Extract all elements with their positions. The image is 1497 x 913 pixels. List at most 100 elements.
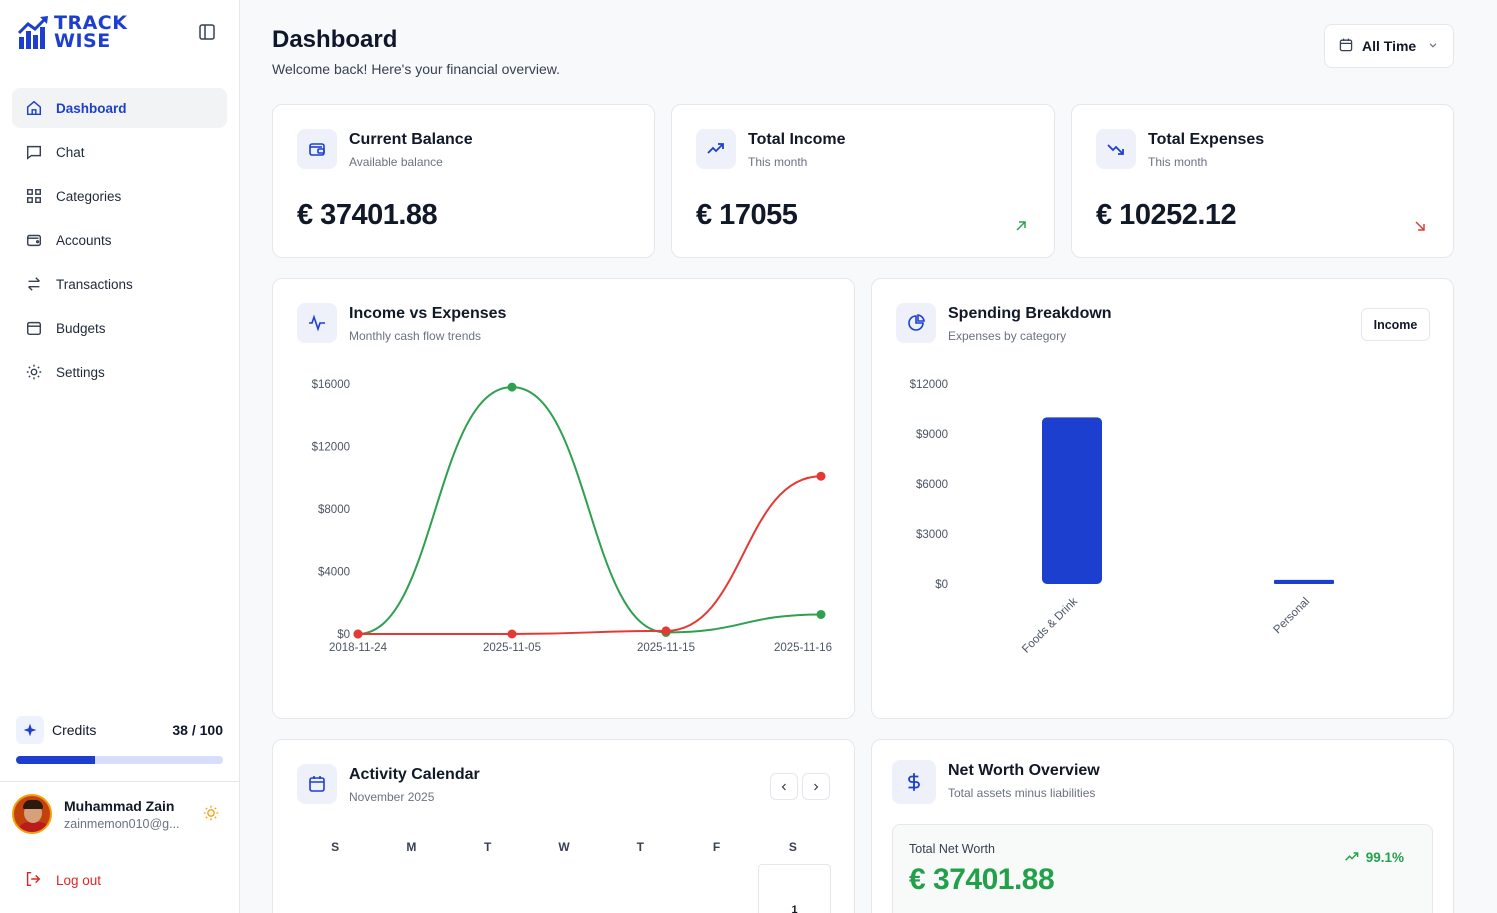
net-worth-label: Total Net Worth bbox=[909, 842, 995, 856]
income-card: Total Income This month € 17055 bbox=[671, 104, 1055, 258]
app-logo[interactable]: TRACK WISE bbox=[18, 12, 128, 52]
user-profile[interactable]: Muhammad Zain zainmemon010@g... bbox=[12, 794, 222, 834]
expense-point bbox=[661, 626, 671, 636]
calendar-title: Activity Calendar bbox=[349, 766, 480, 783]
income-subtitle: This month bbox=[748, 155, 808, 169]
income-chart-title: Income vs Expenses bbox=[349, 305, 507, 322]
home-icon bbox=[24, 98, 44, 118]
weekday-label: T bbox=[636, 840, 644, 854]
y-tick-label: $6000 bbox=[916, 479, 948, 491]
sidebar-item-accounts[interactable]: Accounts bbox=[12, 220, 227, 260]
credits-label: Credits bbox=[52, 722, 97, 738]
category-label: Foods & Drink bbox=[1020, 595, 1080, 655]
date-range-label: All Time bbox=[1362, 38, 1417, 54]
x-tick-label: 2025-11-16 bbox=[774, 642, 832, 654]
chevron-right-icon bbox=[814, 783, 819, 790]
income-value: € 17055 bbox=[696, 199, 798, 231]
sidebar-item-dashboard[interactable]: Dashboard bbox=[12, 88, 227, 128]
page-title: Dashboard bbox=[272, 26, 398, 53]
weekday-label: M bbox=[406, 840, 417, 854]
chart-logo-icon bbox=[18, 16, 48, 49]
net-worth-summary: Total Net Worth € 37401.88 99.1% bbox=[892, 824, 1433, 913]
page-subtitle: Welcome back! Here's your financial over… bbox=[272, 61, 560, 77]
sidebar-item-label: Accounts bbox=[56, 232, 112, 248]
trending-up-icon bbox=[696, 129, 736, 169]
calendar-day-cell[interactable]: 1 bbox=[758, 864, 831, 913]
y-tick-label: $4000 bbox=[318, 567, 350, 579]
credits-progress-fill bbox=[16, 756, 95, 764]
y-tick-label: $3000 bbox=[916, 529, 948, 541]
category-bar bbox=[1042, 417, 1102, 584]
sidebar-toggle-icon[interactable] bbox=[197, 22, 217, 42]
balance-title: Current Balance bbox=[349, 131, 473, 148]
activity-icon bbox=[297, 303, 337, 343]
balance-value: € 37401.88 bbox=[297, 199, 438, 231]
category-bar bbox=[1274, 579, 1334, 584]
user-email: zainmemon010@g... bbox=[64, 816, 180, 831]
trending-up-icon bbox=[1344, 852, 1359, 861]
logo-text-line2: WISE bbox=[54, 30, 111, 52]
x-tick-label: 2018-11-24 bbox=[329, 642, 388, 654]
expense-point bbox=[816, 471, 826, 481]
balance-card: Current Balance Available balance € 3740… bbox=[272, 104, 655, 258]
user-name: Muhammad Zain bbox=[64, 797, 175, 814]
logout-button[interactable]: Log out bbox=[24, 870, 101, 891]
weekday-label: S bbox=[788, 840, 797, 854]
expense-line bbox=[358, 475, 822, 635]
sidebar-item-label: Settings bbox=[56, 364, 105, 380]
credits-count: 38 / 100 bbox=[172, 722, 223, 738]
spending-breakdown-card: Spending Breakdown Expenses by category … bbox=[871, 278, 1454, 719]
expenses-title: Total Expenses bbox=[1148, 131, 1265, 148]
spending-subtitle: Expenses by category bbox=[948, 329, 1067, 343]
weekday-label: T bbox=[484, 840, 492, 854]
activity-calendar-card: Activity Calendar November 2025 S M T W … bbox=[272, 739, 855, 913]
income-chart-subtitle: Monthly cash flow trends bbox=[349, 329, 482, 343]
grid-icon bbox=[24, 186, 44, 206]
spending-bar-chart: $0 $3000 $6000 $9000 $12000 Foods & Drink Pers… bbox=[910, 379, 1334, 656]
net-worth-change: 99.1% bbox=[1344, 849, 1404, 865]
sun-icon[interactable] bbox=[202, 804, 220, 822]
next-month-button[interactable] bbox=[802, 773, 830, 800]
expenses-subtitle: This month bbox=[1148, 155, 1208, 169]
spending-title: Spending Breakdown bbox=[948, 305, 1112, 322]
expense-point bbox=[353, 629, 363, 639]
weekday-label: W bbox=[558, 840, 570, 854]
sidebar-item-label: Transactions bbox=[56, 276, 133, 292]
income-point bbox=[816, 609, 826, 619]
logo-text-line1: TRACK bbox=[54, 12, 128, 34]
sidebar-item-transactions[interactable]: Transactions bbox=[12, 264, 227, 304]
sidebar-item-categories[interactable]: Categories bbox=[12, 176, 227, 216]
x-tick-label: 2025-11-05 bbox=[483, 642, 541, 654]
prev-month-button[interactable] bbox=[770, 773, 798, 800]
y-tick-label: $0 bbox=[337, 629, 350, 641]
logout-label: Log out bbox=[56, 873, 102, 888]
income-line bbox=[357, 386, 822, 635]
calendar-weekdays: S M T W T F S bbox=[297, 840, 831, 854]
chevron-left-icon bbox=[781, 783, 786, 790]
date-range-select[interactable]: All Time bbox=[1324, 24, 1454, 68]
avatar bbox=[12, 794, 52, 834]
sidebar-item-label: Dashboard bbox=[56, 100, 127, 116]
sidebar-nav: Dashboard Chat Categories Accounts Trans… bbox=[12, 88, 227, 396]
sidebar-item-settings[interactable]: Settings bbox=[12, 352, 227, 392]
arrow-up-right-icon bbox=[1016, 221, 1026, 231]
calendar-icon bbox=[1338, 37, 1354, 56]
y-tick-label: $16000 bbox=[312, 379, 350, 391]
sidebar-item-chat[interactable]: Chat bbox=[12, 132, 227, 172]
net-worth-change-value: 99.1% bbox=[1365, 849, 1404, 865]
sparkle-icon bbox=[16, 716, 44, 744]
net-worth-title: Net Worth Overview bbox=[948, 762, 1100, 779]
credits-progress-bar bbox=[16, 756, 223, 764]
expenses-value: € 10252.12 bbox=[1096, 199, 1237, 231]
y-tick-label: $12000 bbox=[910, 379, 948, 391]
chevron-down-icon bbox=[1427, 38, 1439, 54]
calendar-icon bbox=[297, 764, 337, 804]
net-worth-subtitle: Total assets minus liabilities bbox=[948, 786, 1096, 800]
logout-icon bbox=[24, 870, 42, 891]
sidebar-item-budgets[interactable]: Budgets bbox=[12, 308, 227, 348]
sidebar-item-label: Chat bbox=[56, 144, 85, 160]
income-toggle-button[interactable]: Income bbox=[1361, 308, 1430, 341]
credits-panel: Credits 38 / 100 bbox=[16, 716, 223, 764]
gear-icon bbox=[24, 362, 44, 382]
y-tick-label: $9000 bbox=[916, 429, 948, 441]
